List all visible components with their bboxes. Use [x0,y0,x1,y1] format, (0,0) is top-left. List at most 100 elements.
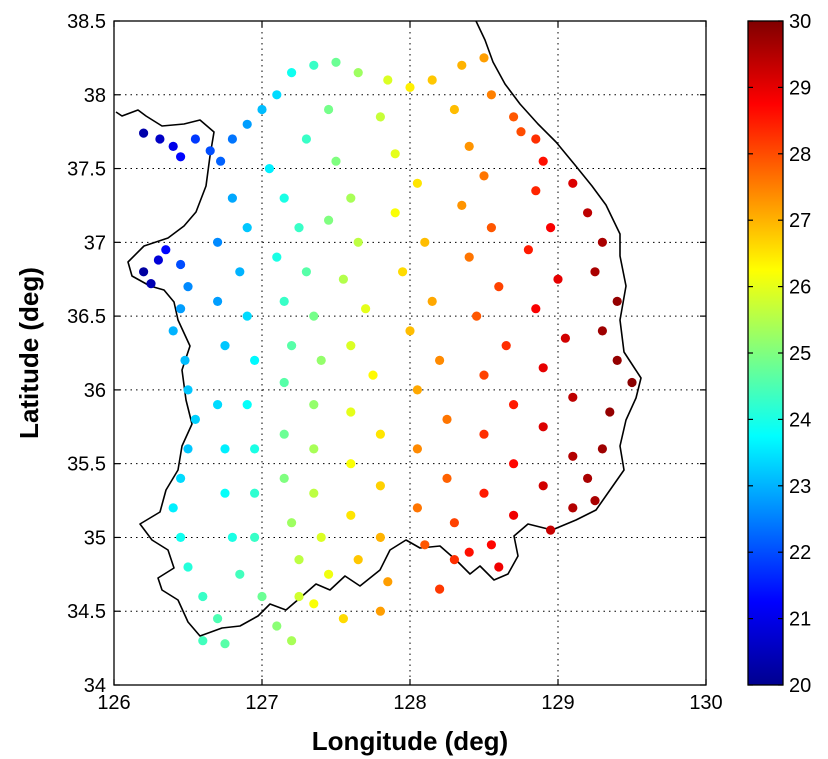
data-point [420,237,430,247]
x-axis-ticks: 126 127 128 129 130 [97,21,723,714]
data-point [479,429,489,439]
data-point [220,639,230,649]
data-point [324,215,334,225]
x-tick-label: 127 [245,692,278,714]
data-point [294,555,304,565]
colorbar-tick-label: 29 [789,77,811,99]
colorbar-tick-label: 27 [789,210,811,232]
data-point [301,267,311,277]
data-point [560,333,571,343]
data-point [213,296,223,306]
data-point [427,75,437,85]
data-point [242,223,252,233]
data-point [412,503,422,513]
data-point [146,279,156,289]
data-point [301,134,311,144]
data-point [294,591,304,602]
data-point [405,82,415,92]
data-point [479,53,489,63]
data-point [198,591,208,602]
data-point [331,57,341,67]
data-point [457,60,467,70]
data-point [523,245,534,255]
data-point [508,400,519,410]
data-point [494,282,504,292]
data-point [361,304,371,314]
data-point [568,392,578,402]
data-point [464,252,474,262]
data-point [309,599,319,609]
data-point [287,518,297,528]
data-point [264,164,274,174]
data-point [353,555,363,565]
data-point [213,614,223,624]
data-point [346,341,356,351]
data-point [309,444,319,454]
data-point [139,267,149,277]
data-point [383,577,393,587]
data-point [442,414,452,424]
data-point [324,569,334,579]
colorbar-tick-label: 28 [789,144,811,166]
y-tick-label: 35.5 [67,454,106,476]
data-point [597,444,608,454]
data-point [375,112,385,122]
data-point [257,591,267,602]
data-point [420,540,430,550]
data-point [516,127,526,137]
data-point [272,90,282,100]
y-tick-label: 37 [84,232,106,254]
data-point [250,532,260,543]
x-tick-label: 126 [97,692,130,714]
data-point [546,525,556,535]
data-point [383,75,393,85]
data-point [213,400,223,410]
data-point [153,255,163,265]
data-point [546,223,556,233]
data-point [242,119,252,129]
colorbar-ticks: 20 21 22 23 24 25 26 27 28 29 30 [748,11,811,697]
data-point [220,444,230,454]
data-point [390,208,400,218]
data-point [213,237,223,247]
data-point [531,304,541,314]
data-point [479,171,489,181]
data-point [531,186,541,196]
data-point [412,444,422,454]
colorbar-tick-label: 20 [789,675,811,697]
colorbar-tick-label: 22 [789,542,811,564]
data-point [168,503,178,513]
data-point [583,473,593,483]
coastline [115,21,642,637]
data-point [449,555,459,565]
y-tick-label: 38 [84,85,106,107]
data-point [597,237,608,247]
colorbar-tick-label: 26 [789,277,811,299]
data-point [568,451,578,461]
x-tick-label: 129 [541,692,574,714]
data-point [183,385,193,395]
data-point [309,488,319,498]
colorbar-tick-label: 24 [789,409,811,431]
data-point [627,377,637,388]
data-point [155,134,165,144]
data-point [250,488,260,498]
y-tick-label: 36.5 [67,306,106,328]
data-point [457,200,467,210]
data-point [538,422,548,432]
data-point [508,510,519,520]
data-point [176,473,186,483]
data-point [190,134,200,144]
data-point [216,156,226,166]
data-point [346,193,356,203]
y-axis-title: Latitude (deg) [14,267,44,439]
colorbar [747,20,784,686]
data-point [390,149,400,159]
data-point [486,223,496,233]
data-point [227,193,237,203]
y-tick-label: 38.5 [67,11,106,33]
data-point [464,141,474,151]
data-point [279,473,289,483]
data-point [279,193,289,203]
data-point [257,104,267,115]
